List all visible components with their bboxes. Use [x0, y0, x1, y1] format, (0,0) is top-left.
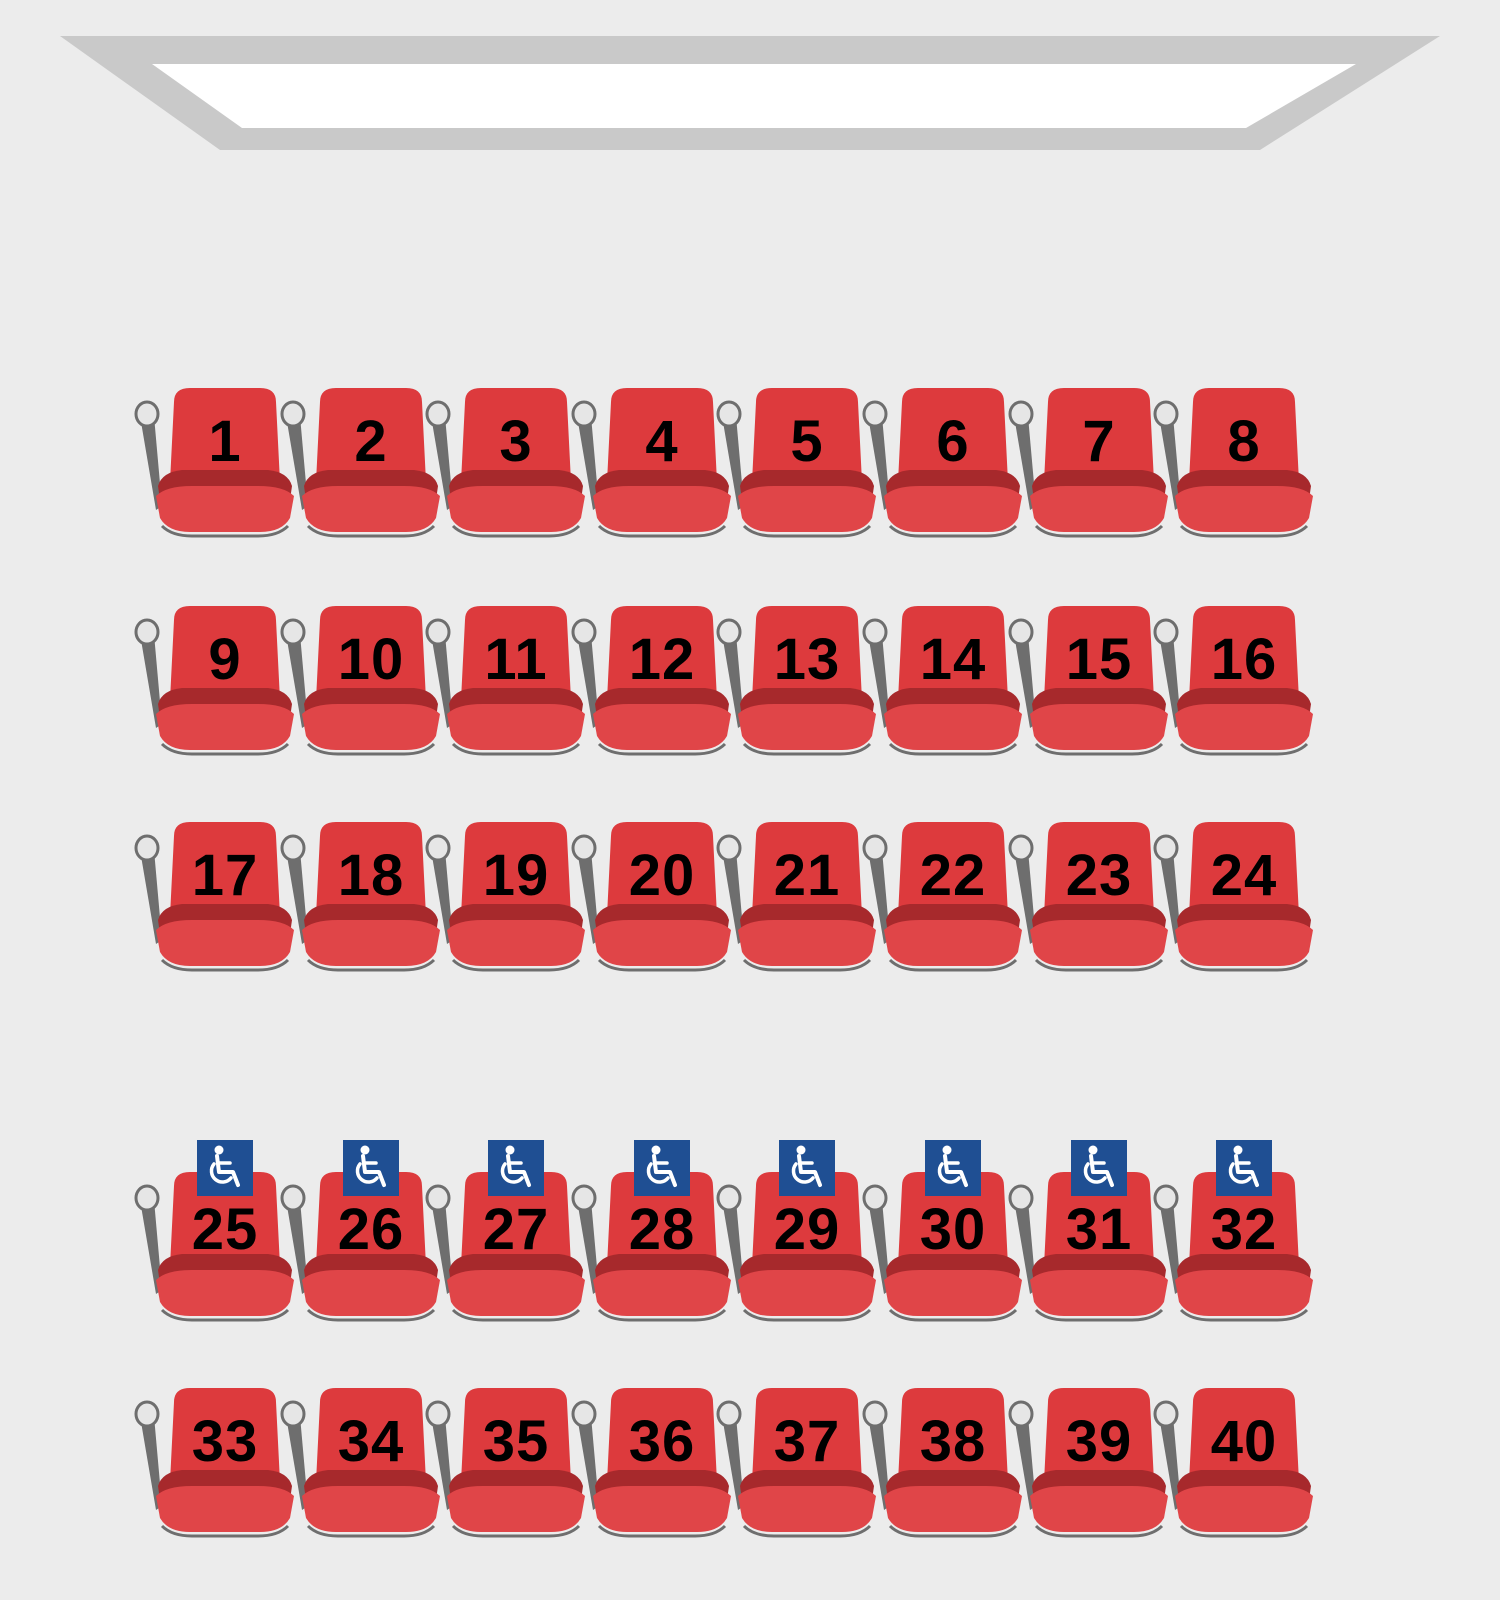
seat-shape [1008, 1388, 1168, 1538]
seat-30[interactable]: 30 [862, 1140, 1026, 1322]
seat-shape [280, 1388, 440, 1538]
seat-29[interactable]: 29 [716, 1140, 880, 1322]
seat-shape [1008, 1172, 1168, 1322]
seat-26[interactable]: 26 [280, 1140, 444, 1322]
seat-15[interactable]: 15 [1008, 604, 1172, 756]
seat-shape [134, 822, 294, 972]
seat-shape [862, 1172, 1022, 1322]
seat-shape [134, 1388, 294, 1538]
seat-3[interactable]: 3 [425, 386, 589, 538]
seat-19[interactable]: 19 [425, 820, 589, 972]
seat-23[interactable]: 23 [1008, 820, 1172, 972]
seat-1[interactable]: 1 [134, 386, 298, 538]
seat-shape [280, 388, 440, 538]
seat-13[interactable]: 13 [716, 604, 880, 756]
seat-shape [280, 1172, 440, 1322]
seat-shape [716, 1172, 876, 1322]
seat-shape [280, 606, 440, 756]
seat-shape [862, 1388, 1022, 1538]
seat-37[interactable]: 37 [716, 1386, 880, 1538]
seat-11[interactable]: 11 [425, 604, 589, 756]
seat-shape [571, 1172, 731, 1322]
seat-shape [1008, 822, 1168, 972]
seat-shape [425, 1388, 585, 1538]
seat-shape [716, 1388, 876, 1538]
seat-9[interactable]: 9 [134, 604, 298, 756]
seat-shape [1008, 606, 1168, 756]
seat-8[interactable]: 8 [1153, 386, 1317, 538]
seat-7[interactable]: 7 [1008, 386, 1172, 538]
seat-12[interactable]: 12 [571, 604, 735, 756]
seat-20[interactable]: 20 [571, 820, 735, 972]
seat-shape [862, 822, 1022, 972]
seat-shape [571, 822, 731, 972]
seat-shape [425, 1172, 585, 1322]
seat-21[interactable]: 21 [716, 820, 880, 972]
seat-36[interactable]: 36 [571, 1386, 735, 1538]
seat-shape [1008, 388, 1168, 538]
screen-surface [152, 64, 1356, 128]
seat-18[interactable]: 18 [280, 820, 444, 972]
seat-16[interactable]: 16 [1153, 604, 1317, 756]
seat-14[interactable]: 14 [862, 604, 1026, 756]
seat-shape [716, 822, 876, 972]
seat-33[interactable]: 33 [134, 1386, 298, 1538]
seat-shape [571, 388, 731, 538]
seat-22[interactable]: 22 [862, 820, 1026, 972]
seat-shape [425, 388, 585, 538]
seat-shape [1153, 388, 1313, 538]
seat-35[interactable]: 35 [425, 1386, 589, 1538]
seat-shape [425, 822, 585, 972]
seat-10[interactable]: 10 [280, 604, 444, 756]
seat-shape [134, 1172, 294, 1322]
seat-shape [1153, 1388, 1313, 1538]
seat-shape [134, 606, 294, 756]
seat-shape [1153, 822, 1313, 972]
seat-shape [862, 606, 1022, 756]
seat-32[interactable]: 32 [1153, 1140, 1317, 1322]
seat-4[interactable]: 4 [571, 386, 735, 538]
seat-2[interactable]: 2 [280, 386, 444, 538]
seat-shape [571, 606, 731, 756]
seat-34[interactable]: 34 [280, 1386, 444, 1538]
seat-38[interactable]: 38 [862, 1386, 1026, 1538]
seat-25[interactable]: 25 [134, 1140, 298, 1322]
seat-6[interactable]: 6 [862, 386, 1026, 538]
seat-shape [1153, 1172, 1313, 1322]
seat-shape [716, 606, 876, 756]
seat-24[interactable]: 24 [1153, 820, 1317, 972]
seat-17[interactable]: 17 [134, 820, 298, 972]
seat-28[interactable]: 28 [571, 1140, 735, 1322]
seat-shape [571, 1388, 731, 1538]
seat-40[interactable]: 40 [1153, 1386, 1317, 1538]
seat-shape [134, 388, 294, 538]
seat-shape [1153, 606, 1313, 756]
seat-shape [716, 388, 876, 538]
seat-27[interactable]: 27 [425, 1140, 589, 1322]
seat-shape [280, 822, 440, 972]
seat-5[interactable]: 5 [716, 386, 880, 538]
seat-shape [425, 606, 585, 756]
seat-31[interactable]: 31 [1008, 1140, 1172, 1322]
seat-shape [862, 388, 1022, 538]
seat-39[interactable]: 39 [1008, 1386, 1172, 1538]
